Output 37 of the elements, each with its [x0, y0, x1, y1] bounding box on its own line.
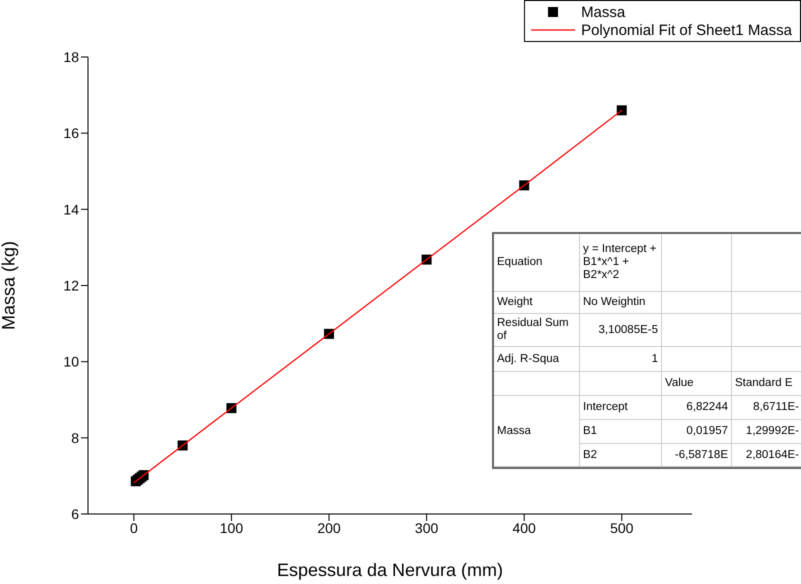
y-tick-label: 10 — [63, 354, 80, 370]
annotation: Value — [665, 377, 694, 390]
y-tick-label: 18 — [63, 48, 80, 65]
annotation: -6,58718E — [674, 448, 728, 462]
y-tick-label: 12 — [63, 277, 80, 294]
annotation: 3,10085E-5 — [598, 324, 658, 336]
annotation: Equation — [497, 256, 542, 269]
y-axis-title: Massa (kg) — [0, 240, 18, 330]
y-tick-label: 6 — [71, 506, 80, 522]
annotation: No Weightin — [583, 296, 646, 309]
annotation: B1 — [583, 425, 598, 438]
x-tick-label: 200 — [317, 520, 341, 536]
annotation: 0,01957 — [686, 425, 728, 438]
y-tick-label: 14 — [63, 201, 80, 218]
legend-label: Massa — [581, 4, 626, 20]
x-tick-label: 400 — [512, 520, 536, 536]
annotation: Intercept — [583, 401, 628, 414]
annotation: 6,82244 — [686, 401, 728, 414]
x-axis-title: Espessura da Nervura (mm) — [276, 560, 504, 580]
annotation: Weight — [497, 296, 533, 309]
x-tick-label: 300 — [414, 520, 438, 536]
legend-label: Polynomial Fit of Sheet1 Massa — [581, 22, 792, 38]
annotation: y = Intercept + B1*x^1 + B2*x^2 — [583, 243, 658, 282]
annotation: Massa — [497, 424, 531, 438]
y-tick-label: 16 — [63, 125, 80, 142]
annotation: B2 — [583, 448, 598, 462]
text: 1,29992E- — [746, 425, 799, 437]
text: Standard E — [735, 377, 793, 389]
x-tick-label: 500 — [610, 520, 634, 536]
x-tick-label: 0 — [130, 520, 138, 536]
x-tick-label: 100 — [220, 520, 244, 536]
annotation: Residual Sum of — [497, 317, 570, 343]
annotation: 1 — [652, 352, 658, 366]
annotation: Adj. R-Squa — [497, 352, 560, 366]
y-tick-label: 8 — [71, 430, 80, 446]
text: 2,80164E- — [746, 448, 799, 460]
text: 8,6711E- — [753, 401, 799, 413]
